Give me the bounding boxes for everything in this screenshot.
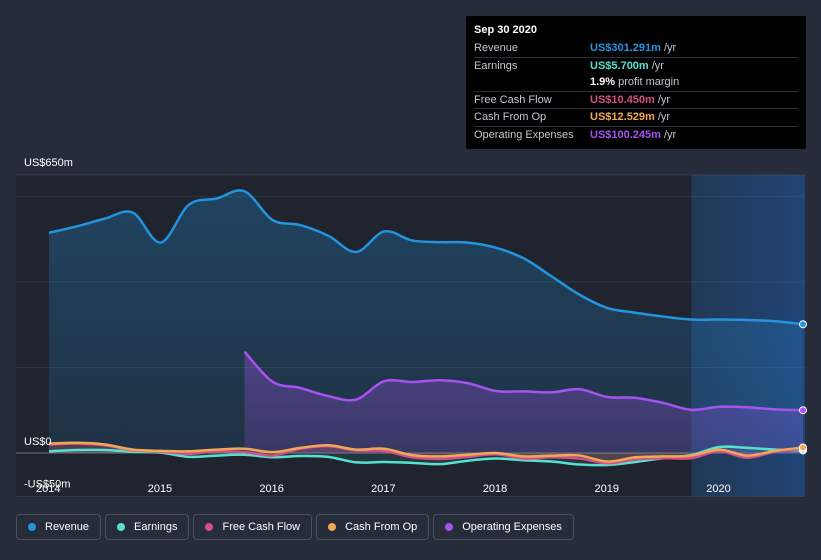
cash-from-op-area bbox=[49, 442, 803, 462]
legend-dot-icon bbox=[328, 523, 337, 531]
tooltip-label: Operating Expenses bbox=[474, 128, 574, 141]
tooltip-unit: /yr bbox=[651, 59, 664, 72]
tooltip-unit: /yr bbox=[657, 111, 671, 124]
tooltip-value: US$301.291m bbox=[590, 42, 661, 55]
x-tick-label: 2017 bbox=[371, 483, 395, 495]
legend-label: Free Cash Flow bbox=[222, 521, 301, 533]
x-axis: 2014 2015 2016 2017 2018 2019 2020 bbox=[36, 483, 731, 495]
tooltip-value: US$12.529m bbox=[590, 111, 655, 124]
tooltip-value: US$100.245m bbox=[590, 128, 661, 141]
tooltip: Sep 30 2020 Revenue US$301.291m /yr Earn… bbox=[466, 16, 806, 149]
tooltip-label: Free Cash Flow bbox=[474, 93, 552, 106]
tooltip-unit: /yr bbox=[663, 42, 677, 55]
lines bbox=[48, 189, 804, 467]
end-markers bbox=[799, 320, 807, 455]
legend-item-free-cash-flow[interactable]: Free Cash Flow bbox=[193, 514, 313, 540]
tooltip-row-revenue: Revenue US$301.291m /yr bbox=[474, 40, 798, 57]
y-tick-label: US$0 bbox=[24, 436, 52, 448]
legend-item-revenue[interactable]: Revenue bbox=[16, 514, 102, 540]
x-tick-label: 2018 bbox=[483, 483, 507, 495]
tooltip-unit: profit margin bbox=[618, 76, 680, 89]
x-tick-label: 2014 bbox=[36, 483, 60, 495]
legend-label: Cash From Op bbox=[345, 521, 418, 533]
operating-expenses-line bbox=[243, 350, 804, 412]
free-cash-flow-line bbox=[48, 442, 804, 465]
tooltip-row-operating-expenses: Operating Expenses US$100.245m /yr bbox=[474, 125, 798, 144]
x-tick-label: 2020 bbox=[706, 483, 730, 495]
legend-label: Revenue bbox=[45, 521, 90, 533]
tooltip-value: US$5.700m bbox=[590, 59, 649, 72]
tooltip-value: 1.9% bbox=[590, 76, 616, 89]
tooltip-value: US$10.450m bbox=[590, 93, 655, 106]
tooltip-label: Earnings bbox=[474, 59, 518, 72]
x-tick-label: 2015 bbox=[148, 483, 172, 495]
y-tick-label: -US$50m bbox=[24, 478, 70, 490]
cash-from-op-end-point bbox=[799, 443, 807, 452]
tooltip-row-free-cash-flow: Free Cash Flow US$10.450m /yr bbox=[474, 90, 798, 109]
revenue-area bbox=[49, 190, 803, 453]
legend-label: Operating Expenses bbox=[462, 521, 562, 533]
tooltip-unit: /yr bbox=[663, 128, 677, 141]
tooltip-unit: /yr bbox=[657, 93, 671, 106]
revenue-line bbox=[48, 189, 804, 326]
legend-item-operating-expenses[interactable]: Operating Expenses bbox=[433, 514, 574, 540]
legend-dot-icon bbox=[28, 523, 36, 531]
legend-item-earnings[interactable]: Earnings bbox=[105, 514, 190, 540]
operating-expenses-area bbox=[244, 351, 804, 453]
legend-dot-icon bbox=[445, 523, 454, 531]
tooltip-row-earnings: Earnings US$5.700m /yr bbox=[474, 56, 798, 75]
free-cash-flow-area bbox=[49, 443, 803, 464]
legend-dot-icon bbox=[117, 523, 126, 531]
tooltip-label: Revenue bbox=[474, 42, 519, 55]
tooltip-row-cash-from-op: Cash From Op US$12.529m /yr bbox=[474, 108, 798, 126]
revenue-end-point bbox=[799, 320, 807, 329]
legend-label: Earnings bbox=[134, 521, 178, 533]
cash-from-op-line bbox=[48, 441, 804, 463]
legend-dot-icon bbox=[205, 523, 214, 531]
x-tick-label: 2016 bbox=[259, 483, 283, 495]
tooltip-label: Cash From Op bbox=[474, 111, 547, 124]
legend-item-cash-from-op[interactable]: Cash From Op bbox=[316, 514, 430, 540]
tooltip-row-profit-margin: 1.9% profit margin bbox=[474, 74, 798, 91]
y-tick-label: US$650m bbox=[24, 157, 73, 169]
tooltip-date: Sep 30 2020 bbox=[474, 24, 537, 36]
legend: Revenue Earnings Free Cash Flow Cash Fro… bbox=[16, 514, 574, 540]
y-axis: US$650m US$0 -US$50m bbox=[24, 157, 73, 490]
x-tick-label: 2019 bbox=[595, 483, 619, 495]
operating-expenses-end-point bbox=[799, 406, 807, 415]
